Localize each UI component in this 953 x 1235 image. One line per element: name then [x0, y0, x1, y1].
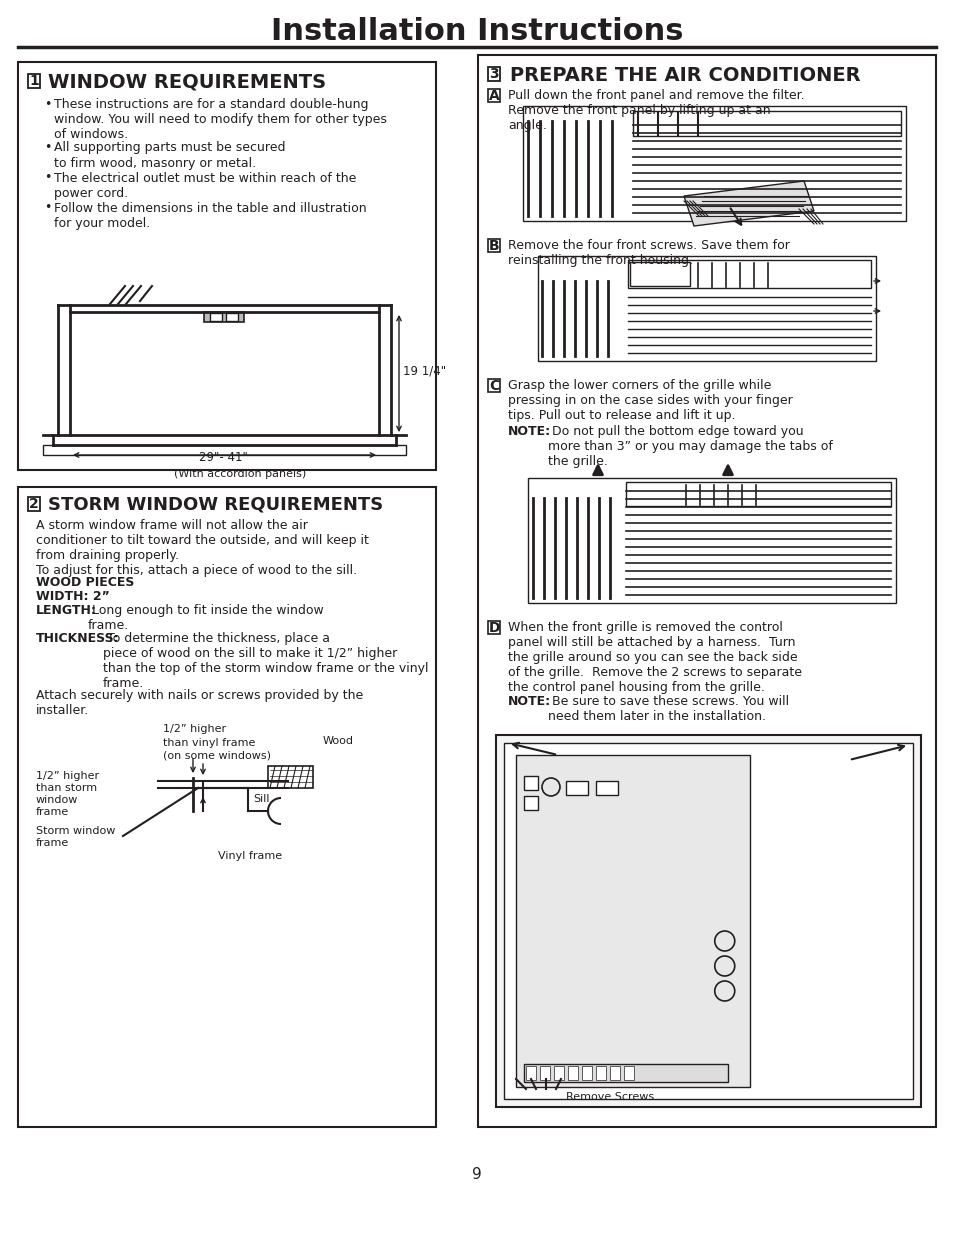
- Bar: [633, 111, 900, 136]
- Text: A storm window frame will not allow the air
conditioner to tilt toward the outsi: A storm window frame will not allow the …: [36, 519, 369, 577]
- Bar: [523, 776, 537, 790]
- Bar: [565, 781, 587, 795]
- Text: D: D: [488, 621, 499, 635]
- Text: 1/2” higher: 1/2” higher: [163, 724, 226, 734]
- Bar: [627, 261, 870, 288]
- Text: WINDOW REQUIREMENTS: WINDOW REQUIREMENTS: [48, 73, 326, 91]
- Bar: [226, 312, 237, 321]
- Bar: [488, 67, 499, 82]
- Bar: [18, 62, 436, 471]
- Text: All supporting parts must be secured
to firm wood, masonry or metal.: All supporting parts must be secured to …: [54, 142, 285, 169]
- Bar: [629, 262, 689, 287]
- Bar: [537, 256, 875, 361]
- Bar: [525, 1066, 536, 1079]
- Text: (on some windows): (on some windows): [163, 750, 271, 760]
- Text: THICKNESS:: THICKNESS:: [36, 632, 119, 645]
- Bar: [268, 766, 313, 788]
- Text: These instructions are for a standard double-hung
window. You will need to modif: These instructions are for a standard do…: [54, 98, 387, 141]
- Text: Storm window: Storm window: [36, 826, 115, 836]
- Text: Follow the dimensions in the table and illustration
for your model.: Follow the dimensions in the table and i…: [54, 201, 366, 230]
- Bar: [596, 1066, 605, 1079]
- Bar: [539, 1066, 550, 1079]
- Bar: [28, 496, 40, 511]
- Text: 9: 9: [472, 1167, 481, 1182]
- Bar: [567, 1066, 578, 1079]
- Text: •: •: [44, 142, 51, 154]
- Text: Attach securely with nails or screws provided by the
installer.: Attach securely with nails or screws pro…: [36, 689, 363, 718]
- Text: 29"- 41": 29"- 41": [199, 451, 248, 464]
- Text: To determine the thickness, place a
piece of wood on the sill to make it 1/2” hi: To determine the thickness, place a piec…: [103, 632, 428, 690]
- Bar: [522, 106, 905, 221]
- Text: frame: frame: [36, 806, 70, 818]
- Text: frame: frame: [36, 839, 70, 848]
- Bar: [488, 379, 499, 393]
- Bar: [503, 743, 912, 1099]
- Text: NOTE:: NOTE:: [507, 425, 551, 438]
- Text: When the front grille is removed the control
panel will still be attached by a h: When the front grille is removed the con…: [507, 621, 801, 694]
- Text: LENGTH:: LENGTH:: [36, 604, 97, 618]
- Text: window: window: [36, 795, 78, 805]
- Bar: [18, 487, 436, 1128]
- Text: Remove the four front screws. Save them for
reinstalling the front housing.: Remove the four front screws. Save them …: [507, 240, 789, 267]
- Text: than vinyl frame: than vinyl frame: [163, 739, 255, 748]
- Text: Pull down the front panel and remove the filter.
Remove the front panel by lifti: Pull down the front panel and remove the…: [507, 89, 803, 132]
- Bar: [488, 240, 499, 252]
- Text: Remove Screws: Remove Screws: [565, 1092, 654, 1102]
- Text: WOOD PIECES: WOOD PIECES: [36, 576, 134, 589]
- Bar: [28, 74, 40, 88]
- Bar: [523, 797, 537, 810]
- Bar: [527, 478, 895, 603]
- Text: C: C: [488, 379, 498, 393]
- Bar: [516, 755, 749, 1087]
- Text: 1/2” higher: 1/2” higher: [36, 771, 99, 781]
- Text: NOTE:: NOTE:: [507, 695, 551, 708]
- Text: Be sure to save these screws. You will
need them later in the installation.: Be sure to save these screws. You will n…: [547, 695, 788, 722]
- Text: Vinyl frame: Vinyl frame: [218, 851, 282, 861]
- Bar: [496, 735, 920, 1107]
- Text: Long enough to fit inside the window
frame.: Long enough to fit inside the window fra…: [88, 604, 323, 632]
- Text: Installation Instructions: Installation Instructions: [271, 17, 682, 46]
- Text: •: •: [44, 172, 51, 184]
- Text: B: B: [488, 238, 498, 253]
- Bar: [581, 1066, 592, 1079]
- Text: Wood: Wood: [323, 736, 354, 746]
- Bar: [488, 89, 499, 103]
- Bar: [554, 1066, 563, 1079]
- Bar: [43, 445, 406, 454]
- Bar: [477, 56, 935, 1128]
- Bar: [596, 781, 618, 795]
- Text: 2: 2: [30, 498, 39, 511]
- Text: 1: 1: [30, 74, 39, 88]
- Bar: [204, 312, 244, 322]
- Text: •: •: [44, 201, 51, 215]
- Bar: [210, 312, 222, 321]
- Text: 3: 3: [489, 67, 498, 82]
- Text: 19 1/4": 19 1/4": [402, 364, 446, 377]
- Text: •: •: [44, 98, 51, 111]
- Text: (With accordion panels): (With accordion panels): [173, 469, 306, 479]
- Text: Grasp the lower corners of the grille while
pressing in on the case sides with y: Grasp the lower corners of the grille wh…: [507, 379, 792, 422]
- Bar: [488, 621, 499, 635]
- Text: WIDTH: 2”: WIDTH: 2”: [36, 590, 110, 603]
- Bar: [523, 1065, 727, 1082]
- Bar: [625, 482, 890, 506]
- Bar: [623, 1066, 634, 1079]
- Text: STORM WINDOW REQUIREMENTS: STORM WINDOW REQUIREMENTS: [48, 496, 383, 514]
- Text: Do not pull the bottom edge toward you
more than 3” or you may damage the tabs o: Do not pull the bottom edge toward you m…: [547, 425, 832, 468]
- Text: PREPARE THE AIR CONDITIONER: PREPARE THE AIR CONDITIONER: [510, 65, 860, 85]
- Polygon shape: [683, 182, 813, 226]
- Text: The electrical outlet must be within reach of the
power cord.: The electrical outlet must be within rea…: [54, 172, 356, 200]
- Text: than storm: than storm: [36, 783, 97, 793]
- Bar: [609, 1066, 619, 1079]
- Text: A: A: [488, 89, 499, 103]
- Text: Sill: Sill: [253, 794, 269, 804]
